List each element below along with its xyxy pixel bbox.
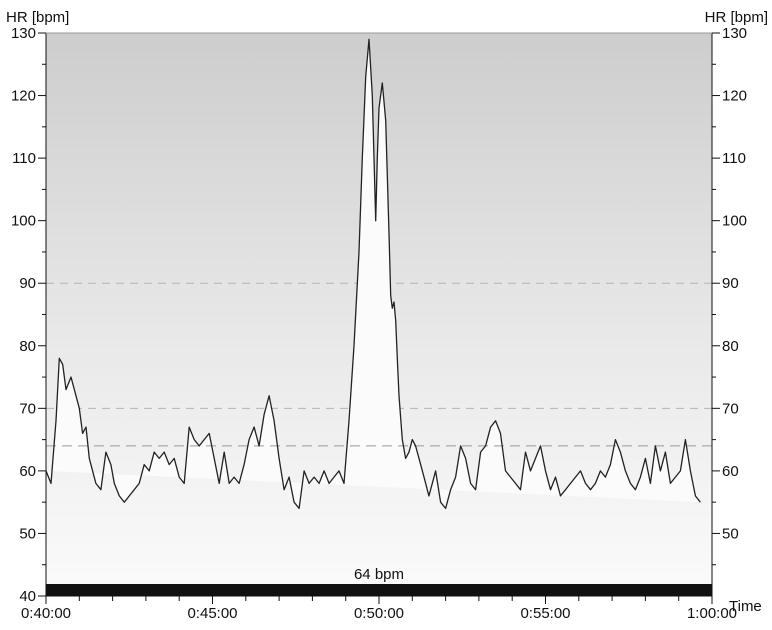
y-right-tick-label: 130 [722, 25, 747, 42]
y-right-tick-label: 120 [722, 88, 747, 105]
mean-label: 64 bpm [354, 566, 404, 583]
y-tick-label: 120 [11, 88, 36, 105]
y-tick-label: 110 [12, 150, 36, 167]
x-tick-label: 1:00:00 [687, 605, 737, 622]
y-tick-label: 130 [11, 25, 36, 42]
x-tick-label: 0:45:00 [187, 605, 237, 622]
y-tick-label: 100 [11, 213, 36, 230]
y-right-tick-label: 60 [722, 463, 739, 480]
x-tick-label: 0:55:00 [520, 605, 570, 622]
y-right-tick-label: 100 [722, 213, 747, 230]
x-axis-label: Time [729, 598, 762, 615]
y-tick-label: 60 [19, 463, 36, 480]
y-tick-label: 50 [19, 525, 36, 542]
y-right-tick-label: 50 [722, 525, 739, 542]
y-right-tick-label: 110 [722, 150, 746, 167]
y-right-tick-label: 80 [722, 338, 739, 355]
y-right-tick-label: 70 [722, 400, 739, 417]
y-tick-label: 70 [19, 400, 36, 417]
x-tick-label: 0:40:00 [21, 605, 71, 622]
y-tick-label: 40 [19, 588, 36, 605]
y-tick-label: 80 [19, 338, 36, 355]
tick-layer: 130 120 110 100 90 80 70 60 50 40 130 120 110 100 90 80… [11, 25, 747, 622]
y-right-tick-label: 90 [722, 275, 739, 292]
hr-series-line [45, 38, 701, 510]
x-tick-label: 0:50:00 [354, 605, 404, 622]
hr-area-fill [46, 39, 701, 509]
mean-bar [46, 584, 712, 596]
y-axis-label-right: HR [bpm] [705, 9, 768, 26]
y-axis-label-left: HR [bpm] [6, 9, 69, 26]
y-tick-label: 90 [19, 275, 36, 292]
